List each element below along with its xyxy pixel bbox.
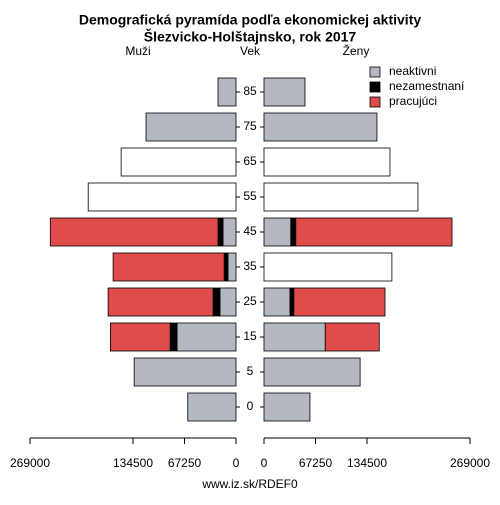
- legend-swatch: [369, 81, 381, 93]
- x-tick-label: 0: [233, 456, 240, 470]
- bar: [263, 77, 306, 107]
- bar: [49, 217, 219, 247]
- legend-label: nezamestnaní: [389, 79, 465, 93]
- bar: [263, 287, 291, 317]
- bar: [324, 322, 380, 352]
- category-label: 25: [243, 294, 257, 308]
- bar: [219, 287, 237, 317]
- bar: [227, 252, 237, 282]
- category-label: 55: [243, 189, 257, 203]
- legend-label: pracujúci: [389, 94, 437, 108]
- bar: [133, 357, 237, 387]
- bar: [263, 357, 361, 387]
- bar: [290, 217, 297, 247]
- chart-subtitle: Šlezvicko-Holštajnsko, rok 2017: [144, 28, 357, 45]
- panel-label: Ženy: [343, 43, 370, 58]
- category-label: 5: [247, 364, 254, 378]
- x-tick-label: 67250: [168, 456, 202, 470]
- x-tick-label: 269000: [450, 456, 490, 470]
- x-tick-label: 269000: [10, 456, 50, 470]
- bar: [169, 322, 178, 352]
- bar: [107, 287, 214, 317]
- bar: [263, 217, 292, 247]
- bar: [263, 112, 378, 142]
- x-tick-label: 134500: [113, 456, 153, 470]
- bar: [223, 252, 229, 282]
- legend-swatch: [369, 66, 381, 78]
- panel-label: Muži: [125, 44, 150, 58]
- legend-label: neaktivni: [389, 64, 436, 78]
- bar: [217, 77, 237, 107]
- bar: [120, 147, 237, 177]
- category-axis-label: Vek: [240, 44, 261, 58]
- category-label: 35: [243, 259, 257, 273]
- bar: [176, 322, 237, 352]
- bar: [263, 147, 391, 177]
- bar: [263, 322, 326, 352]
- bar: [295, 217, 453, 247]
- bar: [289, 287, 295, 317]
- category-label: 85: [243, 84, 257, 98]
- bar: [222, 217, 237, 247]
- bar: [263, 182, 419, 212]
- chart-title: Demografická pyramída podľa ekonomickej …: [79, 12, 422, 28]
- bar: [212, 287, 221, 317]
- bar: [112, 252, 225, 282]
- category-label: 0: [247, 399, 254, 413]
- bar: [263, 252, 393, 282]
- bar: [217, 217, 224, 247]
- legend-swatch: [369, 96, 381, 108]
- bar: [187, 392, 237, 422]
- x-tick-label: 67250: [299, 456, 333, 470]
- x-tick-label: 134500: [347, 456, 387, 470]
- category-label: 45: [243, 224, 257, 238]
- category-label: 65: [243, 154, 257, 168]
- bar: [263, 392, 311, 422]
- bar: [87, 182, 237, 212]
- bar: [110, 322, 171, 352]
- bar: [293, 287, 386, 317]
- category-label: 75: [243, 119, 257, 133]
- category-label: 15: [243, 329, 257, 343]
- x-tick-label: 0: [261, 456, 268, 470]
- source: www.iz.sk/RDEF0: [201, 477, 298, 491]
- bar: [145, 112, 237, 142]
